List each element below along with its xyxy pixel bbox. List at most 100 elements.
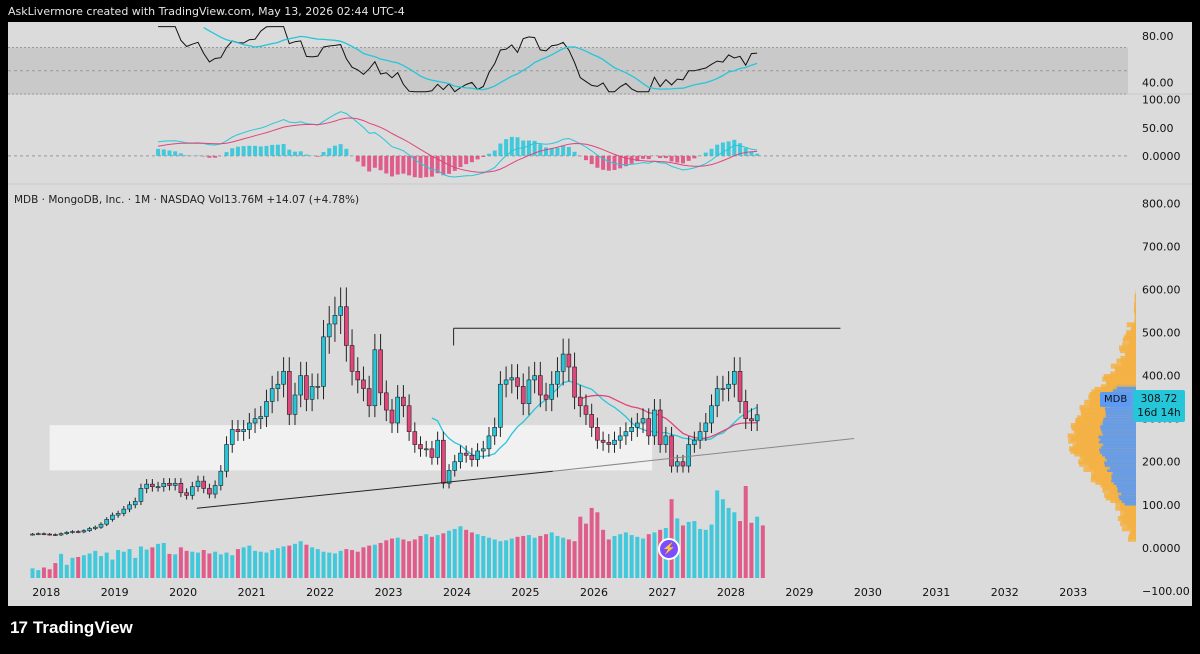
year-tick-label: 2024 (443, 586, 471, 599)
candle-body (578, 397, 582, 406)
candle-body (419, 445, 423, 449)
macd-histogram-bar (316, 156, 320, 157)
volume-bar (727, 508, 731, 578)
volume-bar (458, 526, 462, 578)
macd-histogram-bar (590, 156, 594, 164)
candle-body (99, 524, 103, 527)
rsi-tick-label: 40.00 (1142, 76, 1174, 89)
year-tick-label: 2028 (717, 586, 745, 599)
volume-bar (253, 551, 257, 578)
candle-body (128, 505, 132, 509)
candle-body (42, 534, 46, 535)
candle-body (664, 436, 668, 445)
year-tick-label: 2033 (1059, 586, 1087, 599)
candle-body (555, 371, 559, 384)
volume-bar (179, 547, 183, 578)
volume-bar (413, 539, 417, 578)
candle-body (304, 376, 308, 400)
volume-bar (202, 550, 206, 578)
candle-body (327, 324, 331, 337)
volume-bar (561, 538, 565, 578)
candle-body (481, 449, 485, 451)
volume-bar (247, 546, 251, 578)
candle-body (675, 462, 679, 466)
volume-bar (76, 557, 80, 578)
candle-body (584, 406, 588, 415)
macd-histogram-bar (156, 149, 160, 156)
candle-body (150, 484, 154, 487)
year-tick-label: 2032 (991, 586, 1019, 599)
price-tick-label: −100.00 (1142, 585, 1190, 598)
candle-body (173, 483, 177, 485)
chart-area[interactable]: 80.00 40.00 100.00 50.00 0.0000 800.00 700.00 6… (8, 22, 1192, 606)
lightning-icon[interactable]: ⚡ (658, 538, 680, 560)
volume-bar (367, 546, 371, 578)
candle-body (573, 367, 577, 397)
macd-histogram-bar (356, 156, 360, 162)
volume-bar (578, 517, 582, 578)
macd-histogram-bar (236, 147, 240, 156)
volume-bar (738, 521, 742, 578)
volume-bar (116, 550, 120, 578)
macd-histogram-bar (470, 156, 474, 162)
volume-bar (316, 549, 320, 578)
volume-bar (350, 550, 354, 578)
candle-body (744, 401, 748, 418)
macd-histogram-bar (344, 149, 348, 156)
volume-bar (88, 553, 92, 578)
candle-body (498, 384, 502, 427)
macd-histogram-bar (681, 156, 685, 164)
volume-bar (339, 551, 343, 578)
year-tick-label: 2022 (306, 586, 334, 599)
chart-svg[interactable]: 80.00 40.00 100.00 50.00 0.0000 800.00 700.00 6… (8, 22, 1192, 606)
volume-bar (133, 558, 137, 578)
candle-body (270, 389, 274, 402)
candle-body (749, 419, 753, 421)
candle-body (379, 350, 383, 393)
candle-body (36, 534, 40, 535)
volume-bar (618, 534, 622, 578)
volume-bar (264, 553, 268, 578)
volume-bar (219, 554, 223, 578)
price-tick-label: 700.00 (1142, 240, 1181, 253)
candle-body (687, 445, 691, 467)
candle-body (190, 487, 194, 496)
candle-body (698, 432, 702, 441)
price-tick-label: 800.00 (1142, 197, 1181, 210)
volume-bar (613, 536, 617, 578)
volume-bar (190, 552, 194, 578)
volume-bar (555, 536, 559, 578)
candle-body (550, 384, 554, 399)
candle-body (704, 423, 708, 432)
volume-bar (652, 532, 656, 578)
candle-body (413, 432, 417, 445)
volume-bar (761, 525, 765, 578)
candle-body (242, 429, 246, 431)
candle-body (595, 427, 599, 440)
volume-bar (207, 553, 211, 578)
volume-bar (721, 499, 725, 578)
macd-tick-label: 50.00 (1142, 122, 1174, 135)
candle-body (504, 380, 508, 384)
macd-histogram-bar (322, 152, 326, 156)
volume-bar (59, 554, 63, 578)
volume-bar (407, 541, 411, 578)
volume-bar (533, 538, 537, 578)
macd-histogram-bar (225, 152, 229, 156)
volume-bar (504, 540, 508, 578)
macd-histogram-bar (487, 154, 491, 156)
last-price-tag: 308.72 16d 14h (1133, 390, 1185, 422)
candle-body (356, 371, 360, 380)
candle-body (230, 429, 234, 444)
volume-bar (493, 539, 497, 578)
last-price: 308.72 (1133, 392, 1185, 406)
volume-bar (259, 552, 263, 578)
volume-bar (464, 530, 468, 578)
candle-body (185, 493, 189, 496)
candle-body (316, 386, 320, 387)
volume-bar (42, 567, 46, 578)
volume-bar (31, 568, 35, 578)
macd-histogram-bar (618, 156, 622, 169)
volume-bar (424, 534, 428, 578)
